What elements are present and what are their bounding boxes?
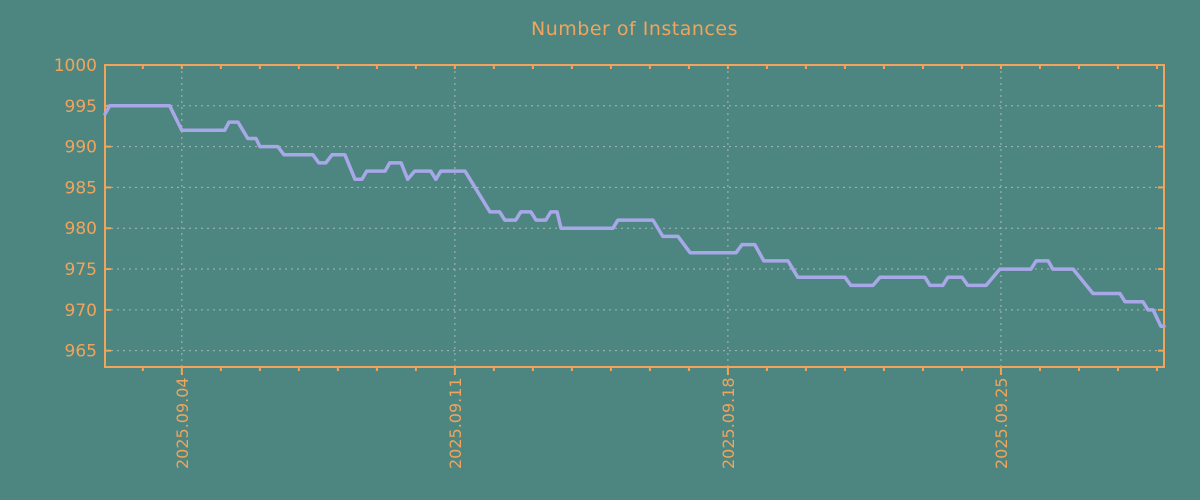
y-tick-label: 990	[65, 138, 97, 158]
x-tick-label: 2025.09.18	[719, 377, 738, 469]
plot-border	[104, 64, 1165, 368]
y-tick-label: 970	[65, 301, 97, 321]
y-tick-label: 980	[65, 219, 97, 239]
chart-title: Number of Instances	[531, 18, 738, 40]
x-tick-label: 2025.09.04	[173, 377, 192, 469]
y-tick-label: 975	[65, 260, 97, 280]
line-series-instances	[103, 104, 1166, 328]
x-tick-label: 2025.09.11	[446, 377, 465, 469]
y-tick-label: 985	[65, 178, 97, 198]
y-tick-label: 1000	[54, 56, 97, 76]
x-tick-label: 2025.09.25	[992, 377, 1011, 469]
y-tick-label: 995	[65, 97, 97, 117]
y-tick-label: 965	[65, 342, 97, 362]
